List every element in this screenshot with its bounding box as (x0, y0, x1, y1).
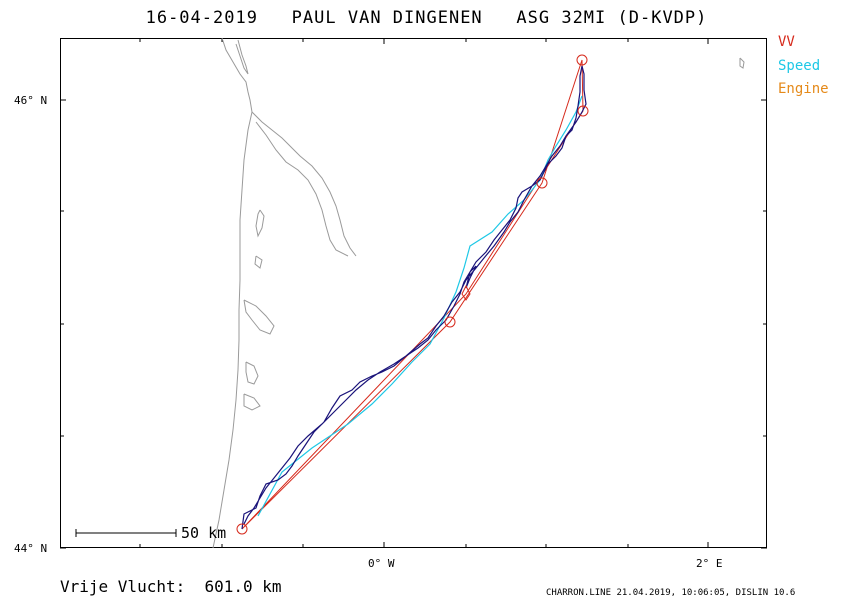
pilot-name: PAUL VAN DINGENEN (291, 8, 483, 28)
scale-bar (75, 529, 177, 537)
frame-ticks (60, 38, 767, 549)
lon-label-0w: 0° W (368, 557, 395, 570)
gironde-estuary (251, 111, 357, 257)
software-credit: CHARRON.LINE 21.04.2019, 10:06:05, DISLI… (546, 588, 796, 598)
turnpoint-2 (536, 177, 548, 189)
lon-label-2e: 2° E (696, 557, 723, 570)
free-flight-distance: Vrije Vlucht: 601.0 km (60, 577, 282, 596)
lat-label-44n: 44° N (14, 542, 48, 555)
vv-task-line (241, 59, 584, 530)
flight-track (241, 65, 587, 530)
turnpoint-4 (577, 105, 589, 117)
legend-speed: Speed (778, 58, 821, 74)
lagoon-hourtin (255, 209, 265, 238)
flight-date: 16-04-2019 (145, 8, 258, 28)
atlantic-coast (212, 37, 253, 549)
legend-vv: VV (778, 34, 795, 50)
legend-engine: Engine (778, 81, 829, 97)
speed-track (257, 95, 583, 517)
aircraft-id: ASG 32MI (D-KVDP) (516, 8, 708, 28)
oleron-island (235, 39, 249, 75)
map-frame (60, 38, 767, 548)
lagoon-lacanau (254, 255, 263, 269)
coastline (212, 37, 745, 549)
lagoon-cazaux (245, 361, 259, 385)
gironde-north-shore (255, 121, 349, 257)
lat-label-46n: 46° N (14, 94, 48, 107)
lagoon-parentis (243, 393, 261, 411)
map-title: 16-04-2019 PAUL VAN DINGENEN ASG 32MI (D… (0, 8, 853, 28)
scale-bar-label: 50 km (181, 524, 227, 542)
turnpoint-start (236, 523, 248, 535)
turnpoint-5 (461, 284, 471, 301)
turnpoint-3 (576, 54, 588, 66)
arcachon-basin (243, 299, 275, 335)
turnpoint-1 (444, 316, 456, 328)
island-small (739, 57, 745, 69)
turnpoints (236, 54, 589, 535)
